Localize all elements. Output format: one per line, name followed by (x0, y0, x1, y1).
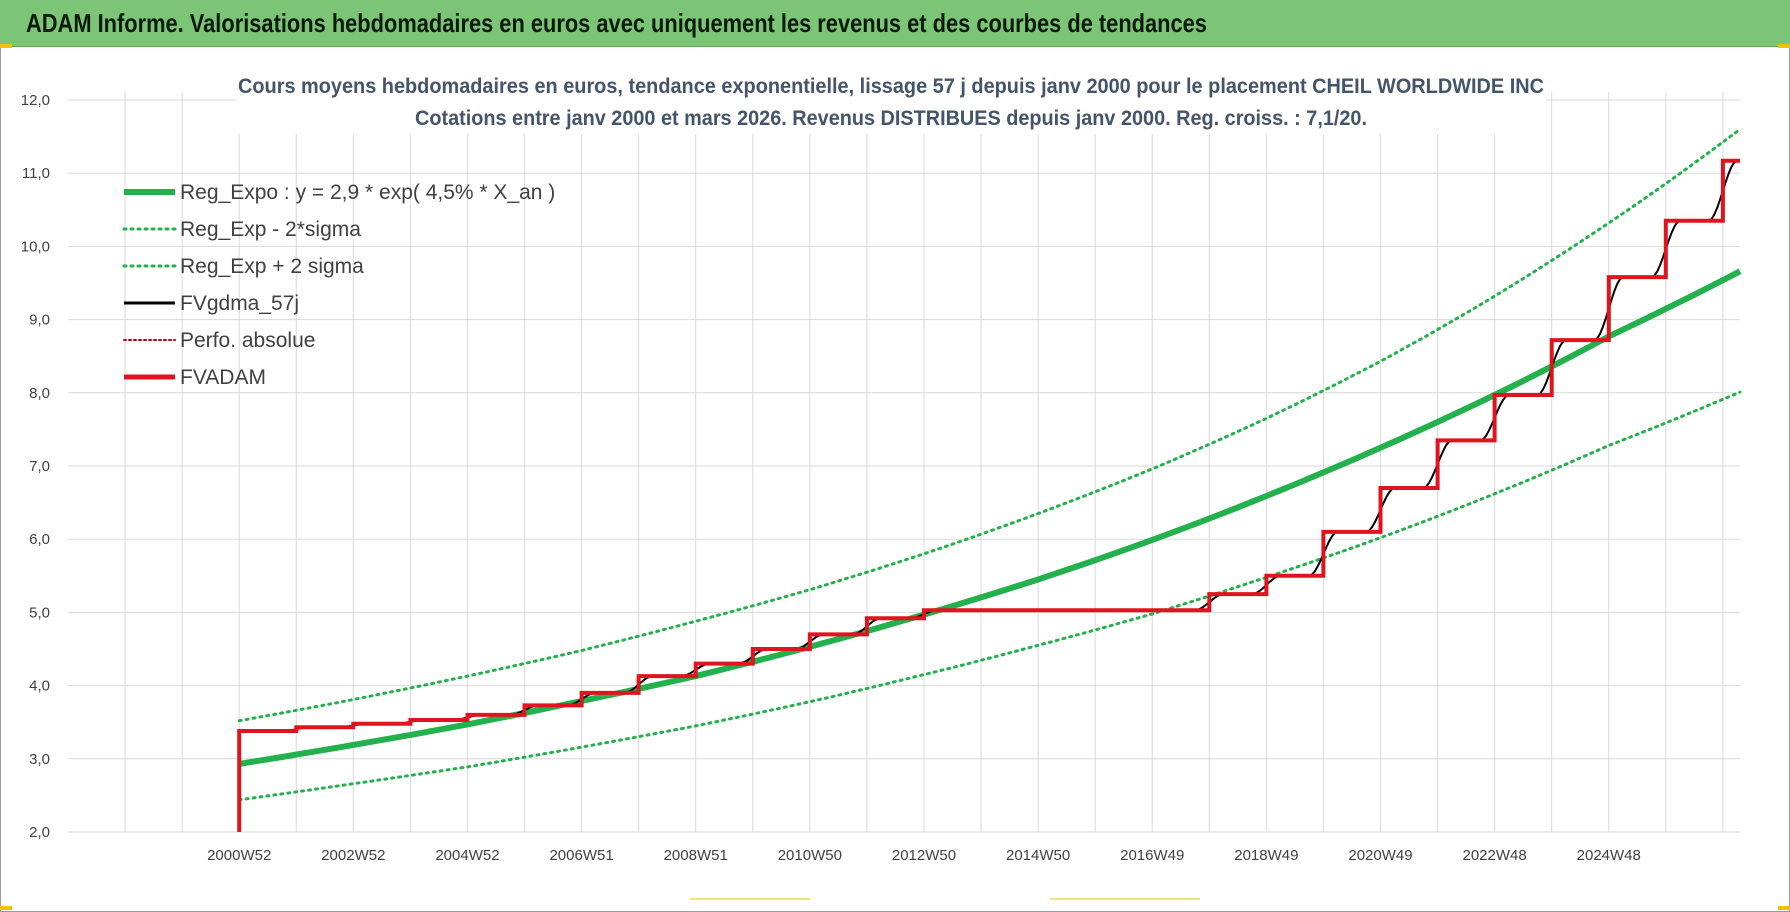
x-tick-label: 2010W50 (778, 847, 842, 864)
x-tick-label: 2002W52 (321, 847, 385, 864)
corner-mark (0, 44, 12, 48)
legend-label: Reg_Exp + 2 sigma (180, 255, 364, 278)
x-tick-label: 2020W49 (1348, 847, 1412, 864)
x-tick-label: 2006W51 (549, 847, 613, 864)
y-tick-label: 10,0 (21, 238, 50, 255)
x-tick-label: 2016W49 (1120, 847, 1184, 864)
y-tick-label: 7,0 (29, 458, 50, 475)
series-reg-exp-plus-2sigma (237, 127, 1742, 723)
axis-labels: 2,0 3,0 4,0 5,0 6,0 7,0 8,0 9,0 10,0 11,0 12,0 2000… (21, 92, 1641, 864)
x-tick-label: 2004W52 (435, 847, 499, 864)
x-tick-label: 2008W51 (664, 847, 728, 864)
x-tick-label: 2024W48 (1577, 847, 1641, 864)
legend-label: FVADAM (180, 366, 266, 389)
y-tick-label: 9,0 (29, 312, 50, 329)
chart-title-box (236, 68, 1546, 134)
y-tick-label: 8,0 (29, 385, 50, 402)
y-tick-label: 6,0 (29, 531, 50, 548)
y-tick-label: 2,0 (29, 824, 50, 841)
legend-label: Reg_Expo : y = 2,9 * exp( 4,5% * X_an ) (180, 181, 555, 204)
corner-mark (1778, 906, 1790, 910)
y-tick-label: 4,0 (29, 678, 50, 695)
legend-label: FVgdma_57j (180, 292, 299, 315)
x-tick-label: 2022W48 (1463, 847, 1527, 864)
y-tick-label: 5,0 (29, 604, 50, 621)
y-tick-label: 12,0 (21, 92, 50, 109)
x-tick-label: 2000W52 (207, 847, 271, 864)
report-title: ADAM Informe. Valorisations hebdomadaire… (26, 8, 1207, 38)
x-tick-label: 2018W49 (1234, 847, 1298, 864)
corner-mark (1778, 44, 1790, 48)
corner-mark (0, 906, 12, 910)
series-reg-expo (238, 268, 1742, 767)
series (237, 127, 1742, 832)
x-tick-label: 2012W50 (892, 847, 956, 864)
series-reg-exp-minus-2sigma (237, 390, 1742, 802)
legend-label: Reg_Exp - 2*sigma (180, 218, 361, 241)
chart-title: Cours moyens hebdomadaires en euros, ten… (238, 75, 1544, 98)
legend: Reg_Expo : y = 2,9 * exp( 4,5% * X_an ) R… (122, 181, 555, 389)
chart-subtitle: Cotations entre janv 2000 et mars 2026. … (415, 107, 1367, 130)
y-tick-label: 3,0 (29, 751, 50, 768)
legend-label: Perfo. absolue (180, 329, 315, 352)
bottom-mark (1050, 898, 1200, 900)
y-tick-label: 11,0 (22, 165, 50, 182)
series-fvadam (237, 158, 1740, 832)
report-header: ADAM Informe. Valorisations hebdomadaire… (0, 0, 1790, 47)
x-tick-label: 2014W50 (1006, 847, 1070, 864)
bottom-mark (690, 898, 810, 900)
